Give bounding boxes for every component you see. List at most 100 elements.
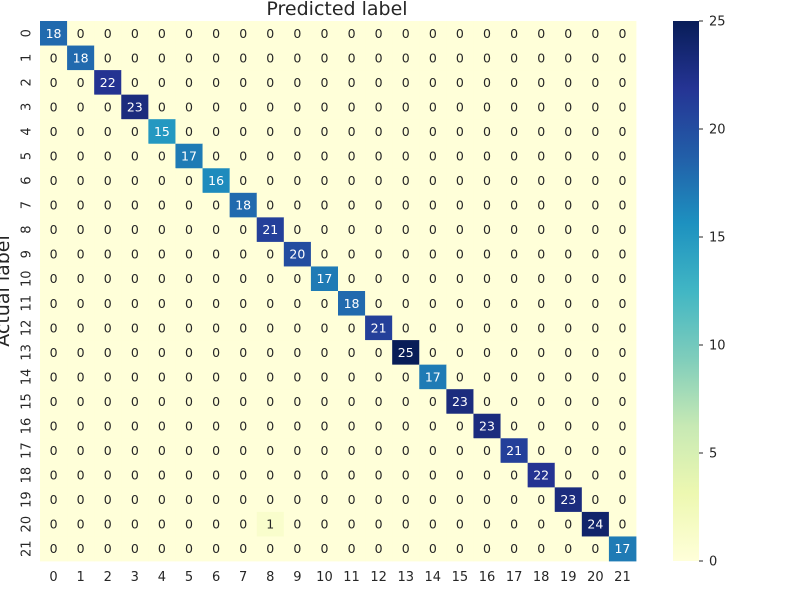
- heatmap-cell: [554, 119, 583, 145]
- heatmap-cell: [310, 70, 339, 96]
- cell-value-label: 0: [483, 50, 491, 65]
- cell-value-label: 0: [375, 173, 383, 188]
- heatmap-cell: [256, 45, 285, 71]
- heatmap-cell: [202, 389, 231, 415]
- cell-value-label: 0: [239, 124, 247, 139]
- cell-value-label: 0: [50, 320, 58, 335]
- heatmap-cell: [338, 192, 366, 218]
- cell-value-label: 0: [77, 320, 85, 335]
- cell-value-label: 0: [456, 124, 464, 139]
- heatmap-cell: [256, 291, 285, 316]
- heatmap-cell: [608, 487, 637, 513]
- heatmap-cell: [554, 389, 583, 415]
- heatmap-cell: [446, 389, 474, 415]
- cell-value-label: 0: [239, 541, 247, 556]
- cell-value-label: 0: [348, 517, 356, 532]
- heatmap-cell: [500, 511, 529, 537]
- cell-value-label: 0: [50, 271, 58, 286]
- cell-value-label: 0: [618, 247, 626, 262]
- heatmap-cell: [175, 241, 203, 267]
- heatmap-cell: [40, 119, 68, 145]
- heatmap-cell: [283, 536, 312, 562]
- cell-value-label: 0: [320, 492, 328, 507]
- heatmap-cell: [94, 143, 122, 169]
- heatmap-cell: [608, 536, 637, 562]
- heatmap-cell: [67, 119, 95, 145]
- cell-value-label: 0: [77, 149, 85, 164]
- heatmap-cell: [175, 45, 203, 71]
- cell-value-label: 0: [402, 26, 410, 41]
- heatmap-cell: [148, 511, 176, 537]
- heatmap-cell: [608, 291, 637, 316]
- cell-value-label: 0: [266, 149, 274, 164]
- heatmap-cell: [392, 94, 420, 120]
- cell-value-label: 0: [185, 99, 193, 114]
- cell-value-label: 0: [402, 443, 410, 458]
- heatmap-cell: [40, 364, 68, 390]
- x-tick-label: 20: [587, 570, 604, 585]
- heatmap-cell: [283, 70, 312, 96]
- heatmap-cell: [202, 536, 231, 562]
- cell-value-label: 0: [158, 271, 166, 286]
- heatmap-cell: [40, 536, 68, 562]
- colorbar-tick-label: 20: [709, 123, 726, 138]
- cell-value-label: 0: [564, 369, 572, 384]
- heatmap-cell: [175, 94, 203, 120]
- cell-value-label: 0: [456, 50, 464, 65]
- cell-value-label: 0: [537, 517, 545, 532]
- heatmap-cell: [40, 438, 68, 464]
- heatmap-cell: [473, 389, 501, 415]
- cell-value-label: 0: [158, 320, 166, 335]
- heatmap-cell: [148, 340, 176, 366]
- x-tick-label: 5: [185, 570, 193, 585]
- cell-value-label: 0: [429, 419, 437, 434]
- cell-value-label: 0: [131, 173, 139, 188]
- heatmap-cell: [581, 45, 610, 71]
- heatmap-cell: [473, 364, 501, 390]
- heatmap-cell: [392, 143, 420, 169]
- cell-value-label: 0: [618, 99, 626, 114]
- heatmap-cell: [283, 217, 312, 243]
- heatmap-cell: [473, 291, 501, 316]
- heatmap-cell: [554, 462, 583, 488]
- cell-value-label: 0: [266, 394, 274, 409]
- heatmap-cell: [446, 413, 474, 439]
- cell-value-label: 0: [375, 271, 383, 286]
- heatmap-cell: [500, 389, 529, 415]
- heatmap-cell: [419, 389, 447, 415]
- cell-value-label: 0: [348, 320, 356, 335]
- cell-value-label: 0: [483, 99, 491, 114]
- heatmap-cell: [392, 389, 420, 415]
- cell-value-label: 0: [185, 419, 193, 434]
- cell-value-label: 0: [131, 394, 139, 409]
- cell-value-label: 0: [104, 492, 112, 507]
- heatmap-cell: [527, 192, 556, 218]
- heatmap-cell: [94, 389, 122, 415]
- cell-value-label: 0: [402, 198, 410, 213]
- heatmap-cell: [500, 462, 529, 488]
- heatmap-cell: [392, 168, 420, 194]
- heatmap-cell: [148, 266, 176, 292]
- heatmap-cell: [419, 340, 447, 366]
- heatmap-cell: [527, 143, 556, 169]
- cell-value-label: 0: [618, 149, 626, 164]
- heatmap-cell: [392, 462, 420, 488]
- cell-value-label: 0: [456, 75, 464, 90]
- cell-value-label: 0: [429, 222, 437, 237]
- heatmap-cell: [94, 45, 122, 71]
- cell-value-label: 0: [456, 222, 464, 237]
- heatmap-cell: [446, 168, 474, 194]
- y-tick-label: 5: [20, 152, 35, 160]
- y-tick-label: 3: [20, 103, 35, 111]
- heatmap-cell: [40, 315, 68, 341]
- heatmap-cell: [392, 340, 420, 366]
- cell-value-label: 0: [348, 271, 356, 286]
- heatmap-cell: [121, 364, 149, 390]
- heatmap-cell: [202, 45, 231, 71]
- heatmap-cell: [338, 389, 366, 415]
- heatmap-cell: [365, 70, 393, 96]
- heatmap-cell: [256, 143, 285, 169]
- heatmap-cell: [581, 413, 610, 439]
- heatmap-cell: [94, 94, 122, 120]
- x-tick-label: 21: [614, 570, 631, 585]
